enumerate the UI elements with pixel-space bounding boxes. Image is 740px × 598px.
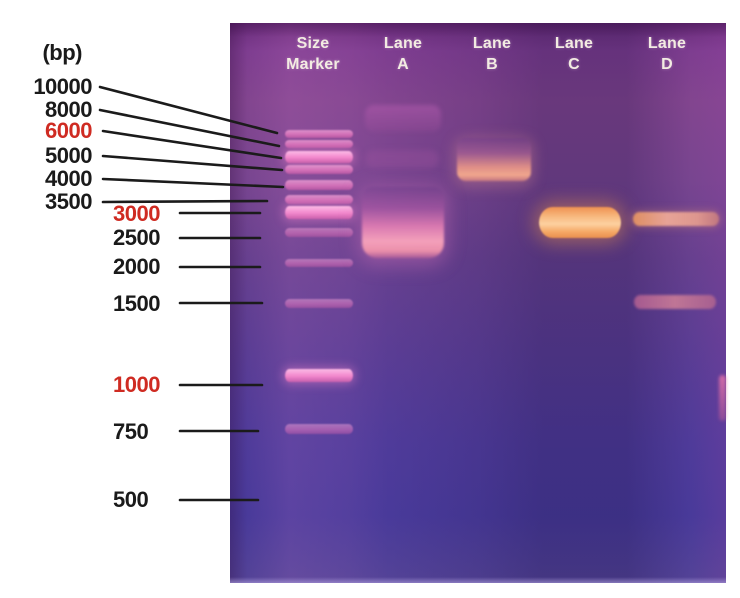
marker-band-750 xyxy=(285,424,353,434)
marker-band-2500 xyxy=(285,228,353,237)
size-label-750: 750 xyxy=(113,419,149,444)
lane-header-line2: C xyxy=(568,56,580,73)
lane-header-line2: B xyxy=(486,56,498,73)
bp-unit-label: (bp) xyxy=(42,40,82,65)
size-label-2000: 2000 xyxy=(113,254,160,279)
marker-band-2000 xyxy=(285,259,353,267)
lane-header-a: Lane A xyxy=(364,33,442,75)
size-label-3000: 3000 xyxy=(113,201,160,226)
marker-band-1000 xyxy=(285,369,353,382)
size-label-10000: 10000 xyxy=(33,74,92,99)
size-label-4000: 4000 xyxy=(45,166,92,191)
lane-header-line2: A xyxy=(397,56,409,73)
gel-image: Size Marker Lane A Lane B Lane C Lane D xyxy=(230,23,726,583)
lane-header-line1: Lane xyxy=(554,35,594,52)
lane-header-line2: Marker xyxy=(286,56,340,73)
marker-band-4000 xyxy=(285,180,353,190)
marker-band-10000 xyxy=(285,130,353,138)
size-label-3500: 3500 xyxy=(45,189,92,214)
size-label-1500: 1500 xyxy=(113,291,160,316)
lane-header-c: Lane C xyxy=(535,33,613,75)
lane-header-b: Lane B xyxy=(453,33,531,75)
size-label-6000: 6000 xyxy=(45,118,92,143)
gel-edge-artifact xyxy=(719,375,726,421)
marker-band-1500 xyxy=(285,299,353,308)
lane-header-size-marker: Size Marker xyxy=(274,33,352,75)
lane-b-band xyxy=(457,138,531,181)
lane-header-line1: Size xyxy=(296,35,330,52)
marker-band-5000 xyxy=(285,165,353,174)
lane-header-line1: Lane xyxy=(647,35,687,52)
marker-band-3000 xyxy=(285,206,353,219)
lane-header-line2: D xyxy=(661,56,673,73)
lane-a-faint-smear xyxy=(365,150,439,168)
lane-header-line1: Lane xyxy=(472,35,512,52)
lane-header-line1: Lane xyxy=(383,35,423,52)
lane-a-main-band xyxy=(362,187,444,258)
lane-a-upper-smear xyxy=(365,105,441,132)
lane-header-d: Lane D xyxy=(628,33,706,75)
lane-d-lower-band xyxy=(634,295,716,309)
lane-d-upper-band xyxy=(633,212,719,226)
marker-band-3500 xyxy=(285,195,353,204)
lane-c-band xyxy=(539,207,621,238)
size-label-1000: 1000 xyxy=(113,372,160,397)
size-label-2500: 2500 xyxy=(113,225,160,250)
size-label-5000: 5000 xyxy=(45,143,92,168)
marker-band-6000 xyxy=(285,151,353,163)
size-label-500: 500 xyxy=(113,487,149,512)
marker-band-8000 xyxy=(285,140,353,148)
size-label-8000: 8000 xyxy=(45,97,92,122)
